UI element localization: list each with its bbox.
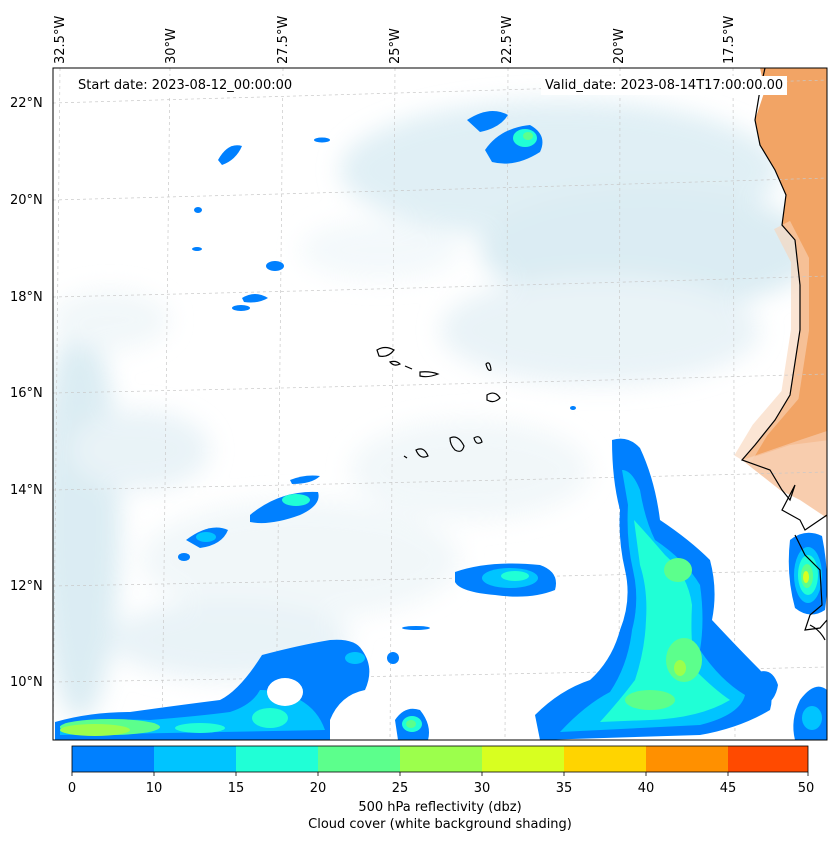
- valid-date-label: Valid_date: 2023-08-14T17:00:00.00: [541, 76, 788, 95]
- lon-label-17-5w: 17.5°W: [722, 15, 737, 64]
- start-date-label: Start date: 2023-08-12_00:00:00: [74, 76, 297, 95]
- colorbar-tick-45: 45: [719, 781, 737, 796]
- lon-label-22-5w: 22.5°W: [500, 15, 515, 64]
- lat-label-12n: 12°N: [10, 579, 43, 594]
- lon-label-32-5w: 32.5°W: [53, 15, 68, 64]
- colorbar-swatch-6: [564, 746, 646, 772]
- colorbar-tick-35: 35: [555, 781, 573, 796]
- colorbar-swatch-8: [728, 746, 808, 772]
- lat-label-20n: 20°N: [10, 193, 43, 208]
- colorbar-tick-0: 0: [67, 781, 77, 796]
- lon-label-30w: 30°W: [164, 28, 179, 64]
- coastline: [740, 68, 827, 641]
- colorbar-swatch-1: [154, 746, 236, 772]
- lat-label-16n: 16°N: [10, 386, 43, 401]
- colorbar-swatch-0: [72, 746, 154, 772]
- colorbar: [71, 745, 809, 776]
- cape-verde-islands: [376, 346, 501, 459]
- lat-label-14n: 14°N: [10, 483, 43, 498]
- lon-label-25w: 25°W: [388, 28, 403, 64]
- colorbar-sublabel: Cloud cover (white background shading): [308, 817, 572, 832]
- lat-label-10n: 10°N: [10, 675, 43, 690]
- colorbar-tick-20: 20: [309, 781, 327, 796]
- colorbar-tick-10: 10: [145, 781, 163, 796]
- colorbar-tick-40: 40: [637, 781, 655, 796]
- colorbar-tick-30: 30: [473, 781, 491, 796]
- cloud-cover-shading: [53, 100, 820, 720]
- lon-label-20w: 20°W: [612, 28, 627, 64]
- colorbar-tick-15: 15: [227, 781, 245, 796]
- lat-label-18n: 18°N: [10, 290, 43, 305]
- colorbar-swatch-5: [482, 746, 564, 772]
- colorbar-swatch-7: [646, 746, 728, 772]
- colorbar-tick-50: 50: [797, 781, 815, 796]
- colorbar-swatch-3: [318, 746, 400, 772]
- colorbar-swatch-4: [400, 746, 482, 772]
- reflectivity-contours: [55, 111, 827, 740]
- colorbar-tick-25: 25: [391, 781, 409, 796]
- lat-label-22n: 22°N: [10, 96, 43, 111]
- map-frame: [52, 67, 828, 741]
- colorbar-label: 500 hPa reflectivity (dbz): [358, 800, 522, 815]
- colorbar-swatch-2: [236, 746, 318, 772]
- lon-label-27-5w: 27.5°W: [276, 15, 291, 64]
- gridlines: [53, 68, 827, 740]
